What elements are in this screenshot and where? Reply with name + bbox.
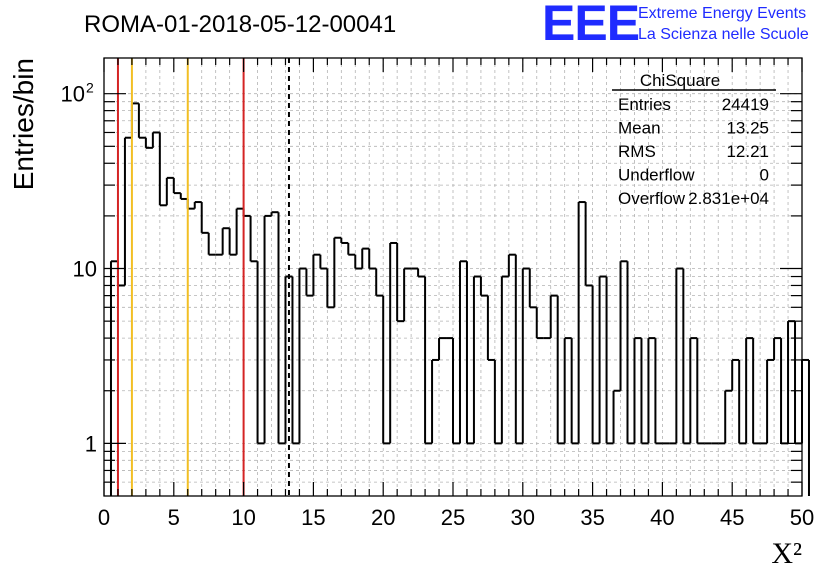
x-tick-label: 40 (650, 505, 674, 530)
x-tick-label: 0 (98, 505, 110, 530)
x-tick-label: 20 (371, 505, 395, 530)
y-axis-label: Entries/bin (8, 58, 39, 190)
eee-logo: EEE Extreme Energy Events La Scienza nel… (542, 0, 809, 51)
stats-rows: Entries 24419 Mean 13.25 RMS 12.21 Underflow 0 O… (618, 95, 769, 208)
y-tick-label: 1 (85, 431, 97, 456)
stats-row-label: Underflow (618, 166, 695, 185)
y-tick-label: 10 (73, 257, 97, 282)
x-tick-label: 25 (441, 505, 465, 530)
x-tick-label: 35 (580, 505, 604, 530)
y-tick-label-exponent: 2 (86, 80, 94, 96)
x-tick-label: 10 (231, 505, 255, 530)
x-tick-label: 30 (511, 505, 535, 530)
x-tick-label: 50 (790, 505, 814, 530)
stats-row-label: Overflow (618, 189, 686, 208)
stats-row-label: Entries (618, 95, 671, 114)
stats-box: ChiSquare Entries 24419 Mean 13.25 RMS 12.21 U… (612, 71, 776, 208)
stats-row-value: 12.21 (726, 142, 769, 161)
stats-row-value: 13.25 (726, 119, 769, 138)
x-tick-label: 5 (168, 505, 180, 530)
x-tick-label: 15 (301, 505, 325, 530)
histogram-bins (109, 102, 810, 496)
stats-row-label: Mean (618, 119, 661, 138)
logo-line-1: Extreme Energy Events (638, 5, 806, 22)
stats-row-value: 2.831e+04 (688, 189, 769, 208)
stats-title: ChiSquare (640, 71, 720, 90)
x-axis-label: X² (771, 537, 802, 570)
x-tick-label: 45 (720, 505, 744, 530)
logo-line-2: La Scienza nelle Scuole (638, 26, 809, 43)
logo-mark: EEE (542, 0, 639, 51)
y-tick-label: 10 (61, 82, 85, 107)
marker-lines (116, 58, 290, 496)
stats-row-label: RMS (618, 142, 656, 161)
chart-title: ROMA-01-2018-05-12-00041 (84, 11, 396, 38)
stats-row-value: 0 (760, 166, 769, 185)
stats-row-value: 24419 (722, 95, 769, 114)
